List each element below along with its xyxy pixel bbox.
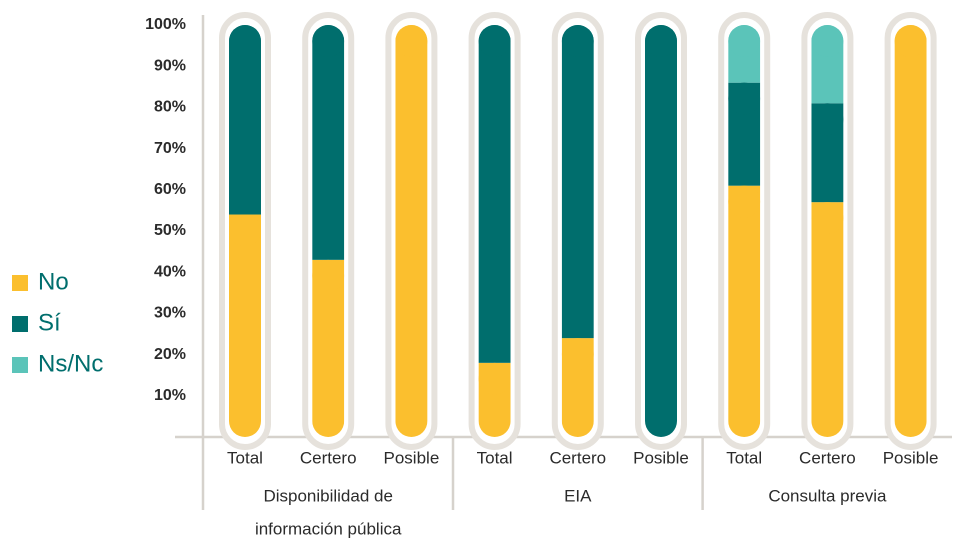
bar-cap bbox=[478, 25, 511, 57]
bar-cap bbox=[728, 25, 761, 57]
x-tick-label: Certero bbox=[799, 448, 856, 467]
x-tick-label: Posible bbox=[384, 448, 440, 467]
bar bbox=[395, 25, 428, 437]
bar bbox=[229, 25, 261, 437]
legend-swatch bbox=[12, 275, 28, 291]
y-tick-label: 40% bbox=[154, 263, 186, 280]
bar-cap bbox=[561, 25, 594, 57]
bar-cap bbox=[478, 362, 511, 395]
bar-cap bbox=[312, 25, 345, 57]
bar bbox=[811, 25, 844, 437]
bar-cap bbox=[561, 338, 594, 371]
bar bbox=[561, 25, 594, 437]
y-tick-label: 10% bbox=[154, 387, 186, 404]
bar-segment bbox=[478, 25, 511, 363]
legend-label: Ns/Nc bbox=[38, 350, 103, 377]
y-tick-label: 90% bbox=[154, 57, 186, 74]
x-tick-label: Total bbox=[477, 448, 513, 467]
bar-segment bbox=[645, 25, 677, 437]
bar-cap bbox=[811, 202, 844, 235]
y-tick-label: 60% bbox=[154, 181, 186, 198]
y-tick-label: 50% bbox=[154, 222, 186, 239]
bar bbox=[312, 25, 345, 437]
bar-cap bbox=[811, 25, 844, 57]
bar bbox=[645, 25, 677, 437]
y-tick-label: 30% bbox=[154, 305, 186, 322]
y-tick-label: 80% bbox=[154, 99, 186, 116]
bar-segment bbox=[728, 185, 761, 437]
legend-swatch bbox=[12, 316, 28, 332]
group-label: Consulta previa bbox=[768, 486, 887, 505]
group-label: Disponibilidad de bbox=[263, 486, 392, 505]
group-label: EIA bbox=[564, 486, 592, 505]
legend-label: No bbox=[38, 268, 69, 295]
y-tick-label: 70% bbox=[154, 140, 186, 157]
bar-cap bbox=[728, 185, 761, 218]
bar bbox=[894, 25, 927, 437]
bar-cap bbox=[229, 214, 261, 247]
x-tick-label: Total bbox=[726, 448, 762, 467]
bar-cap bbox=[728, 82, 761, 115]
bar bbox=[728, 25, 761, 437]
bar-segment bbox=[229, 214, 261, 437]
bar-cap bbox=[645, 25, 677, 57]
x-tick-label: Certero bbox=[549, 448, 606, 467]
legend-label: Sí bbox=[38, 309, 61, 336]
bar-segment bbox=[561, 25, 594, 339]
bar-cap bbox=[312, 259, 345, 292]
bar bbox=[478, 25, 511, 437]
bar-cap bbox=[395, 25, 428, 57]
x-tick-label: Certero bbox=[300, 448, 357, 467]
bar-cap bbox=[229, 25, 261, 57]
x-tick-label: Posible bbox=[633, 448, 689, 467]
x-tick-label: Total bbox=[227, 448, 263, 467]
bar-segment bbox=[395, 25, 428, 437]
bar-segment bbox=[811, 202, 844, 437]
bar-segment bbox=[312, 25, 345, 260]
legend-swatch bbox=[12, 357, 28, 373]
bar-cap bbox=[894, 25, 927, 57]
y-tick-label: 20% bbox=[154, 346, 186, 363]
bar-cap bbox=[811, 103, 844, 136]
y-tick-label: 100% bbox=[145, 16, 186, 33]
group-label: información pública bbox=[255, 519, 402, 538]
bar-segment bbox=[894, 25, 927, 437]
x-tick-label: Posible bbox=[883, 448, 939, 467]
